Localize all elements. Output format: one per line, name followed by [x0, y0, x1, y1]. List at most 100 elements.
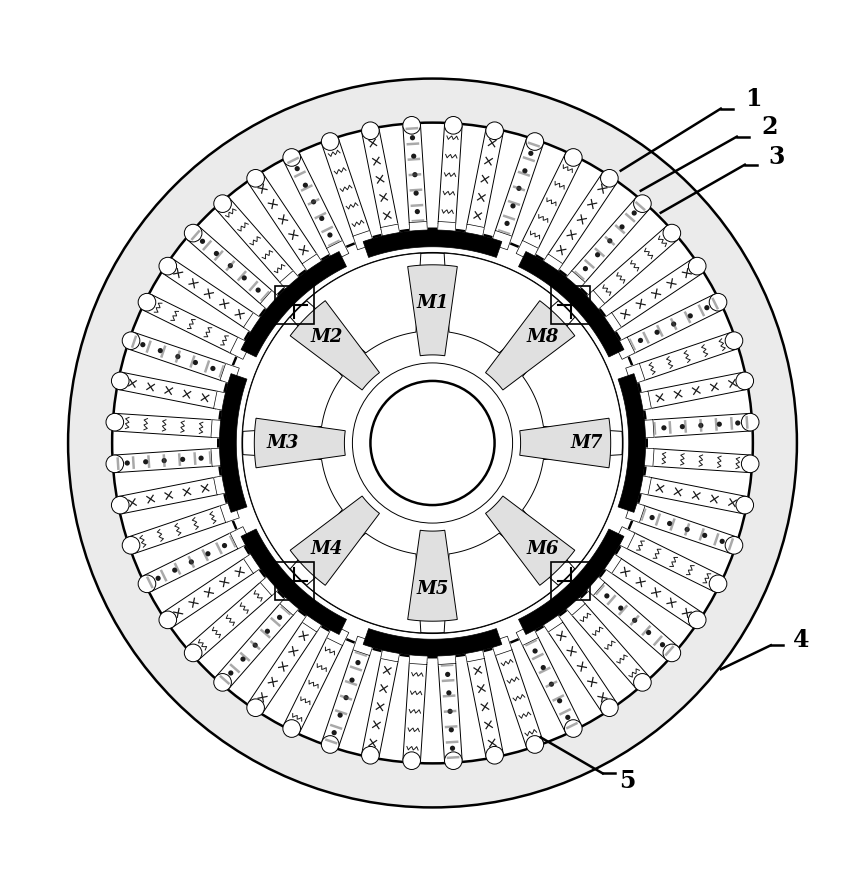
Circle shape [632, 618, 638, 623]
Circle shape [449, 727, 454, 733]
Circle shape [689, 611, 706, 629]
Polygon shape [381, 224, 400, 242]
Circle shape [736, 372, 753, 390]
Polygon shape [547, 174, 617, 266]
Circle shape [741, 414, 759, 431]
Polygon shape [614, 526, 635, 548]
Polygon shape [119, 478, 219, 514]
Circle shape [541, 665, 546, 670]
Circle shape [143, 459, 148, 464]
Circle shape [607, 238, 612, 244]
Circle shape [172, 568, 177, 572]
Circle shape [646, 630, 651, 635]
Polygon shape [495, 648, 543, 747]
Circle shape [413, 172, 418, 177]
Polygon shape [541, 610, 563, 632]
Circle shape [156, 576, 161, 581]
Circle shape [684, 527, 689, 532]
Polygon shape [467, 129, 503, 229]
Circle shape [529, 151, 534, 156]
Polygon shape [248, 620, 318, 712]
Circle shape [667, 521, 672, 526]
Circle shape [112, 122, 753, 764]
Circle shape [198, 455, 203, 461]
Circle shape [106, 455, 124, 472]
Circle shape [600, 699, 618, 717]
Circle shape [725, 537, 743, 554]
Polygon shape [241, 529, 347, 634]
Circle shape [736, 496, 753, 514]
Polygon shape [571, 602, 649, 688]
Polygon shape [438, 662, 462, 761]
Polygon shape [437, 649, 456, 664]
Polygon shape [280, 593, 303, 615]
Text: M2: M2 [311, 328, 343, 346]
Text: 2: 2 [761, 115, 778, 139]
Circle shape [295, 166, 300, 171]
Circle shape [510, 203, 516, 208]
Polygon shape [220, 501, 240, 523]
Polygon shape [646, 372, 746, 408]
Circle shape [650, 515, 655, 520]
Circle shape [222, 543, 227, 548]
Circle shape [725, 332, 743, 349]
Circle shape [140, 342, 145, 347]
Polygon shape [306, 533, 421, 633]
Circle shape [735, 420, 740, 425]
Polygon shape [241, 252, 347, 357]
Polygon shape [214, 391, 231, 411]
Circle shape [112, 372, 129, 390]
Polygon shape [634, 391, 651, 411]
Polygon shape [438, 125, 462, 224]
Polygon shape [163, 259, 255, 329]
Circle shape [184, 224, 202, 242]
Polygon shape [599, 551, 622, 573]
Circle shape [214, 673, 232, 691]
Circle shape [565, 715, 570, 720]
Circle shape [337, 712, 343, 718]
Polygon shape [353, 230, 375, 250]
Polygon shape [582, 291, 605, 313]
Polygon shape [248, 174, 318, 266]
Circle shape [200, 238, 205, 244]
Polygon shape [541, 254, 563, 276]
Polygon shape [625, 363, 645, 385]
Circle shape [283, 719, 300, 737]
Circle shape [662, 425, 667, 431]
Text: M5: M5 [416, 580, 449, 598]
Circle shape [565, 149, 582, 167]
Polygon shape [230, 526, 251, 548]
Circle shape [247, 699, 265, 717]
Polygon shape [610, 557, 702, 627]
Polygon shape [638, 505, 737, 554]
Circle shape [159, 257, 176, 275]
Circle shape [447, 709, 452, 714]
Circle shape [303, 183, 308, 188]
Polygon shape [260, 291, 283, 313]
Polygon shape [260, 573, 283, 595]
Polygon shape [322, 648, 370, 747]
Polygon shape [634, 475, 651, 495]
Circle shape [411, 153, 416, 159]
Polygon shape [302, 254, 324, 276]
Text: M4: M4 [311, 540, 343, 558]
Polygon shape [119, 372, 219, 408]
Polygon shape [211, 447, 227, 466]
Circle shape [709, 575, 727, 593]
Bar [275, 285, 314, 324]
Circle shape [265, 629, 270, 633]
Bar [552, 562, 590, 601]
Polygon shape [592, 581, 677, 659]
Polygon shape [243, 551, 266, 573]
Polygon shape [216, 198, 294, 284]
Circle shape [138, 575, 156, 593]
Circle shape [218, 229, 647, 657]
Polygon shape [230, 338, 251, 360]
Polygon shape [638, 332, 737, 381]
Text: 5: 5 [618, 769, 635, 793]
Circle shape [688, 314, 693, 318]
Polygon shape [516, 240, 538, 261]
Polygon shape [327, 625, 349, 646]
Circle shape [655, 330, 660, 335]
Circle shape [210, 366, 215, 371]
